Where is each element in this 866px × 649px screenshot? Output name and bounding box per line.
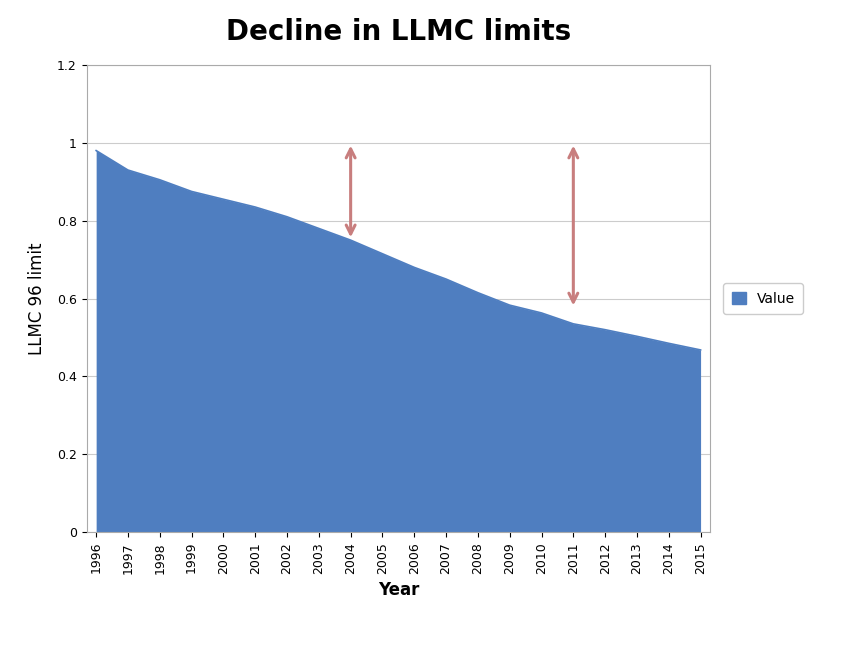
X-axis label: Year: Year bbox=[378, 581, 419, 599]
Y-axis label: LLMC 96 limit: LLMC 96 limit bbox=[28, 242, 46, 355]
Title: Decline in LLMC limits: Decline in LLMC limits bbox=[226, 18, 571, 46]
Legend: Value: Value bbox=[723, 283, 803, 314]
